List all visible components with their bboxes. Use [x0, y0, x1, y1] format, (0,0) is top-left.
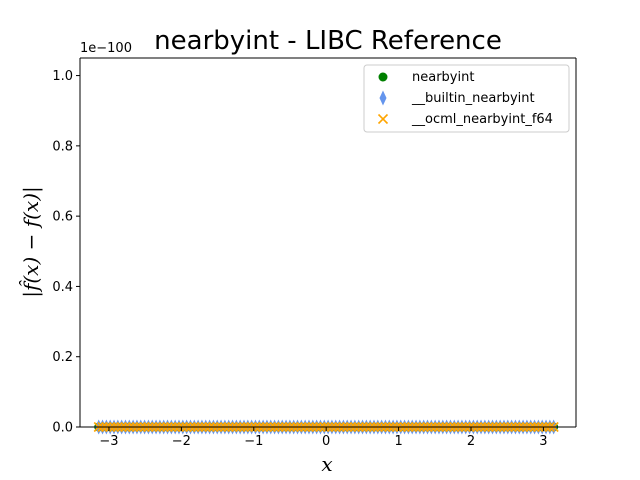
x-tick-label: 3 — [539, 434, 547, 449]
x-tick-label: 0 — [322, 434, 330, 449]
legend-label-nearbyint: nearbyint — [412, 70, 474, 85]
y-tick-label: 0.2 — [52, 350, 73, 365]
y-tick-label: 0.6 — [52, 210, 73, 225]
legend-marker-nearbyint — [378, 72, 388, 82]
y-tick-label: 1.0 — [52, 69, 73, 84]
y-offset-label: 1e−100 — [80, 41, 132, 56]
y-axis-label: |f̂(x) − f(x)| — [19, 186, 44, 298]
legend-box — [363, 64, 570, 133]
x-tick-label: −1 — [244, 434, 263, 449]
x-tick-label: −2 — [172, 434, 191, 449]
y-tick-label: 0.8 — [52, 139, 73, 154]
legend-marker-ocml-nearbyint — [377, 113, 389, 125]
legend: nearbyint __builtin_nearbyint __ocml_nea… — [363, 64, 570, 133]
y-ticks: 0.0 0.2 0.4 0.6 0.8 1.0 — [52, 69, 80, 436]
y-tick-label: 0.0 — [52, 421, 73, 436]
x-ticks: −3 −2 −1 0 1 2 3 — [99, 427, 548, 449]
y-tick-label: 0.4 — [52, 280, 73, 295]
axes-frame — [79, 57, 577, 428]
x-axis-label: x — [321, 452, 332, 476]
legend-label-ocml-nearbyint: __ocml_nearbyint_f64 — [411, 112, 553, 127]
legend-label-builtin-nearbyint: __builtin_nearbyint — [411, 91, 535, 106]
x-tick-label: 2 — [467, 434, 475, 449]
legend-marker-builtin-nearbyint — [379, 90, 387, 106]
chart-title: nearbyint - LIBC Reference — [154, 26, 502, 56]
x-tick-label: 1 — [394, 434, 402, 449]
x-tick-label: −3 — [99, 434, 118, 449]
